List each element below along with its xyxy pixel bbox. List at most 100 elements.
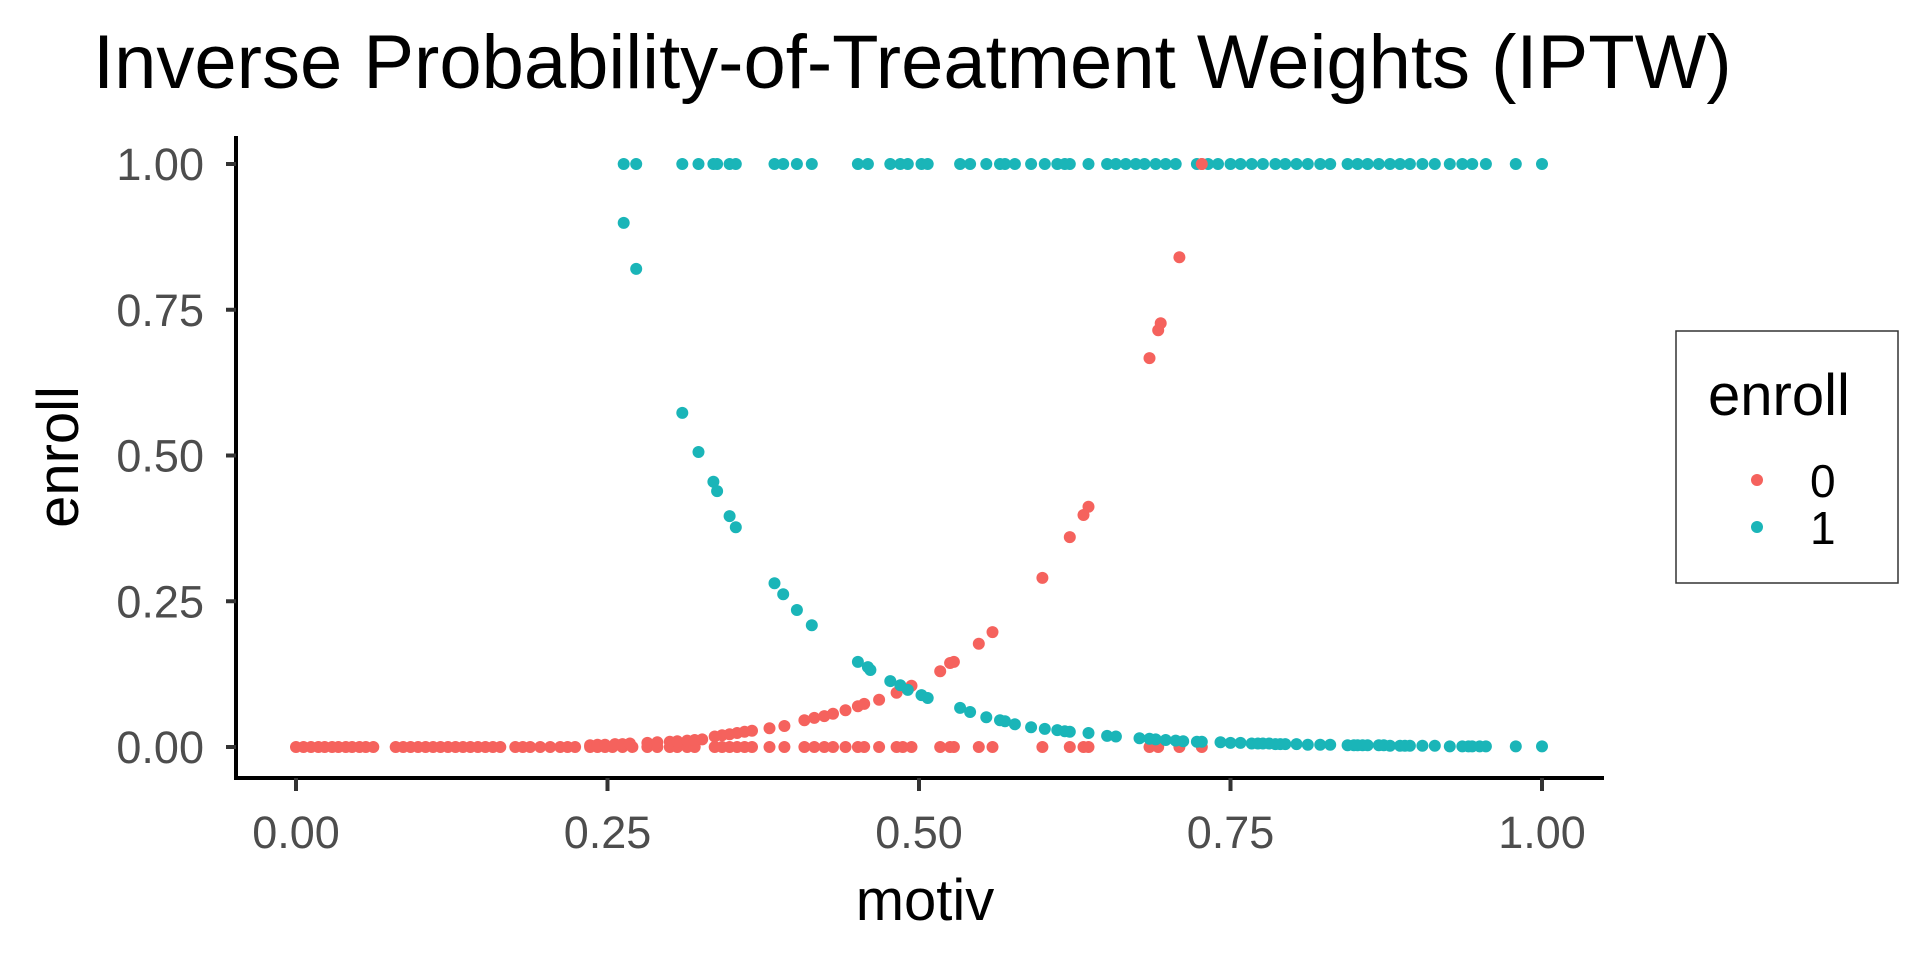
data-point-enroll-1: [692, 158, 705, 170]
data-point-enroll-1: [676, 158, 689, 170]
data-point-enroll-0: [524, 741, 537, 753]
data-point-enroll-0: [534, 741, 547, 753]
data-point-enroll-1: [1082, 158, 1095, 170]
data-point-enroll-1: [790, 604, 803, 616]
data-point-enroll-1: [1159, 734, 1172, 746]
data-point-enroll-1: [1159, 158, 1172, 170]
data-point-enroll-1: [1129, 158, 1142, 170]
data-point-enroll-1: [1101, 729, 1114, 742]
data-point-enroll-0: [986, 741, 999, 753]
data-point-enroll-1: [1403, 739, 1416, 752]
data-point-enroll-1: [1245, 158, 1258, 170]
data-point-enroll-0: [858, 741, 871, 753]
data-point-enroll-0: [934, 665, 947, 678]
data-point-enroll-1: [1169, 158, 1182, 170]
data-point-enroll-0: [1173, 251, 1186, 264]
data-point-enroll-1: [1479, 740, 1492, 753]
data-point-enroll-1: [1416, 739, 1429, 752]
data-point-enroll-0: [947, 741, 960, 753]
data-point-enroll-1: [1025, 158, 1038, 170]
data-point-enroll-0: [808, 711, 821, 724]
data-point-enroll-0: [905, 741, 918, 753]
data-point-enroll-1: [1428, 739, 1441, 752]
data-point-enroll-0: [494, 741, 507, 753]
data-point-enroll-1: [1119, 158, 1132, 170]
data-point-enroll-1: [1224, 158, 1237, 170]
axes: 0.00 0.25 0.50 0.75 1.00 0.00 0.25 0.50 0.75 1.0…: [116, 136, 1604, 858]
data-point-enroll-0: [934, 741, 947, 753]
data-point-enroll-1: [954, 701, 967, 714]
data-point-enroll-0: [798, 714, 811, 727]
data-point-enroll-1: [901, 683, 914, 696]
data-point-enroll-0: [763, 741, 776, 753]
data-point-enroll-0: [1063, 741, 1076, 753]
data-point-enroll-1: [1301, 738, 1314, 751]
data-point-enroll-1: [1384, 158, 1396, 170]
data-point-enroll-1: [1195, 735, 1208, 748]
data-point-enroll-1: [1384, 739, 1396, 752]
data-point-enroll-1: [1234, 158, 1247, 170]
data-point-enroll-1: [1290, 158, 1303, 170]
data-point-enroll-1: [1314, 738, 1327, 751]
data-point-enroll-1: [729, 521, 742, 534]
data-point-enroll-1: [999, 158, 1011, 170]
data-point-enroll-1: [630, 158, 643, 170]
data-point-enroll-1: [711, 485, 724, 498]
data-point-enroll-0: [778, 741, 791, 753]
data-point-enroll-0: [827, 707, 839, 720]
data-point-enroll-1: [921, 158, 934, 170]
data-point-enroll-0: [1082, 500, 1095, 513]
data-point-enroll-1: [1109, 730, 1122, 743]
data-point-enroll-0: [873, 741, 886, 753]
data-point-enroll-0: [1195, 158, 1208, 170]
data-point-enroll-1: [954, 158, 967, 170]
data-point-enroll-1: [1279, 738, 1292, 751]
data-point-enroll-1: [921, 692, 934, 704]
data-point-enroll-1: [711, 158, 724, 170]
data-point-enroll-1: [1403, 158, 1416, 170]
data-point-enroll-0: [798, 741, 811, 753]
data-point-enroll-1: [1063, 158, 1076, 170]
legend-box: [1675, 330, 1899, 584]
data-point-enroll-1: [1008, 158, 1021, 170]
data-point-enroll-0: [827, 741, 839, 753]
legend-label-0: 0: [1810, 455, 1836, 507]
series-1: [617, 158, 1548, 753]
x-axis-title: motiv: [856, 868, 995, 933]
data-point-enroll-0: [986, 626, 999, 639]
data-point-enroll-1: [1063, 725, 1076, 738]
data-point-enroll-0: [641, 736, 654, 749]
data-point-enroll-1: [964, 706, 977, 718]
data-point-enroll-1: [1416, 158, 1429, 170]
data-point-enroll-0: [1063, 531, 1076, 544]
data-point-enroll-0: [746, 741, 758, 753]
data-point-enroll-0: [569, 741, 582, 753]
data-point-enroll-1: [1234, 736, 1247, 749]
data-point-enroll-0: [858, 697, 871, 710]
data-point-enroll-1: [768, 158, 781, 170]
data-point-enroll-1: [1536, 158, 1548, 170]
data-point-enroll-1: [617, 216, 630, 229]
data-point-enroll-1: [1008, 718, 1021, 731]
data-point-enroll-1: [1279, 158, 1292, 170]
data-point-enroll-1: [1138, 158, 1151, 170]
data-point-enroll-1: [805, 619, 818, 632]
data-point-enroll-1: [980, 711, 993, 724]
data-point-enroll-0: [896, 741, 909, 753]
data-point-enroll-0: [367, 741, 380, 753]
data-point-enroll-0: [651, 736, 664, 749]
data-point-enroll-1: [1466, 158, 1479, 170]
data-point-enroll-0: [1143, 352, 1156, 365]
data-point-enroll-0: [763, 722, 776, 735]
x-tick-label: 1.00: [1498, 807, 1586, 858]
data-point-enroll-0: [1082, 741, 1095, 753]
data-point-enroll-1: [1101, 158, 1114, 170]
data-point-enroll-0: [873, 693, 886, 706]
y-tick-label: 0.25: [116, 576, 204, 627]
y-tick-label: 0.00: [116, 722, 204, 773]
data-point-enroll-0: [599, 738, 611, 751]
data-point-enroll-1: [630, 262, 643, 275]
data-point-enroll-1: [1212, 158, 1224, 170]
y-axis-title: enroll: [26, 386, 91, 528]
data-point-enroll-1: [1301, 158, 1314, 170]
